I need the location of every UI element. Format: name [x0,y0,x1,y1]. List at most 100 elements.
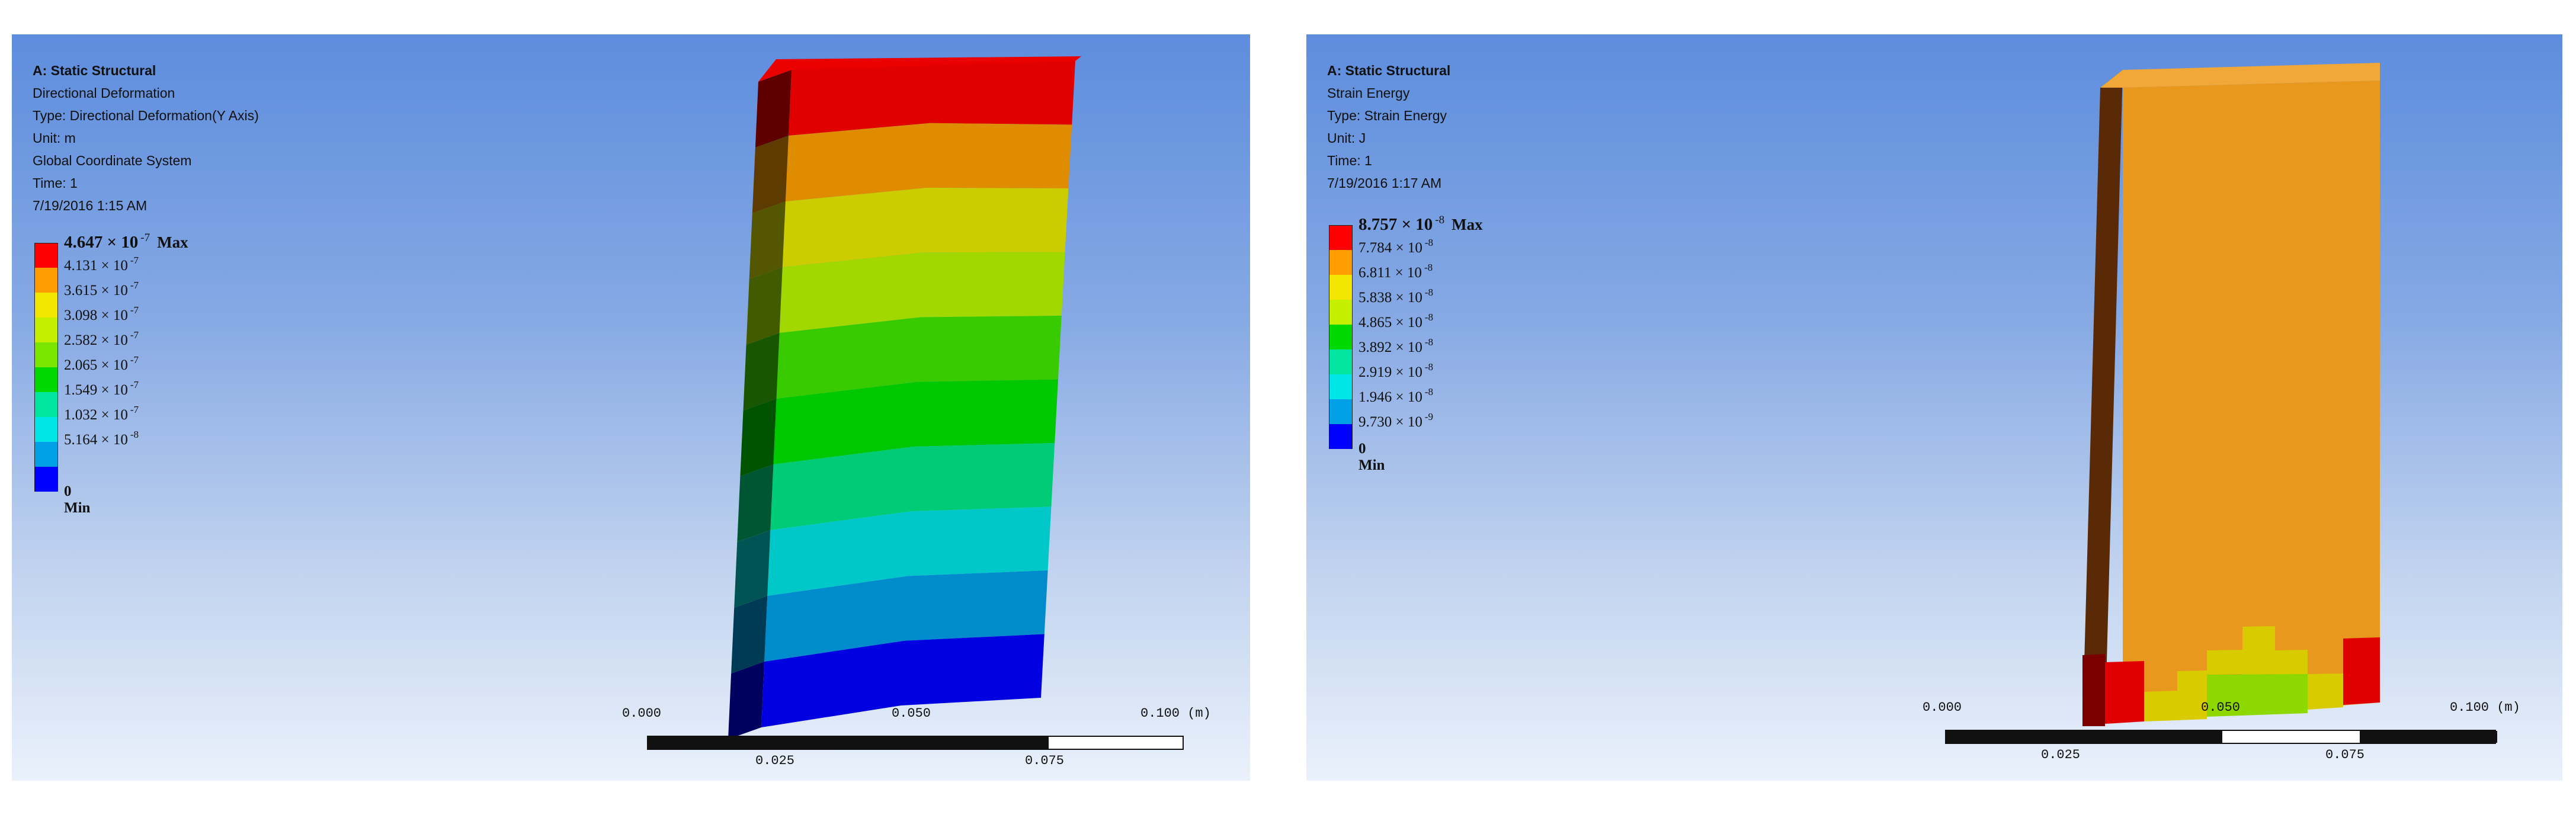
side-band [731,596,768,673]
graphics-viewport-deformation[interactable]: A: Static Structural Directional Deforma… [12,34,1250,781]
contour-band [776,316,1062,399]
legend-max-label: Max [157,233,188,251]
legend-swatch [34,342,58,367]
scale-label-050: 0.050 [2201,700,2241,715]
result-type: Type: Strain Energy [1327,108,1447,123]
result-name: Strain Energy [1327,85,1410,101]
legend-value: 4.131 × 10 -7 [64,255,139,274]
scale-ruler: 0.000 0.050 0.100 (m) 0.025 0.075 [622,706,1211,771]
legend-swatch [1329,250,1353,275]
corner-cell [2082,654,2105,726]
legend-value: 2.919 × 10 -8 [1359,361,1434,380]
scale-bar [647,736,1184,750]
legend-max-label: Max [1452,216,1483,233]
strain-cell-yellow [2177,671,2207,720]
analysis-title: A: Static Structural [1327,63,1451,78]
contour-band [779,252,1065,333]
side-face [2082,70,2123,726]
legend-swatch [1329,349,1353,374]
legend-value: 5.838 × 10 -8 [1359,287,1434,306]
scale-label-025: 0.025 [755,753,795,768]
side-band [728,662,765,739]
contour-band [782,188,1069,267]
result-type: Type: Directional Deformation(Y Axis) [33,108,259,123]
contour-band [761,634,1045,727]
scale-label-0: 0.000 [622,706,662,721]
scale-label-025: 0.025 [2041,748,2081,762]
side-band [734,530,771,608]
strain-cell-yellow [2308,673,2343,710]
legend-swatch [1329,300,1353,325]
scale-ruler: 0.000 0.050 0.100 (m) 0.025 0.075 [1923,700,2520,765]
result-unit: Unit: m [33,130,76,146]
side-band [749,201,786,279]
legend-swatch [1329,374,1353,399]
legend-value: 3.098 × 10 -7 [64,304,139,323]
legend-value: 1.946 × 10 -8 [1359,386,1434,405]
legend-swatch [34,417,58,442]
strain-cell-red [2105,661,2144,724]
strain-cell-green [2207,674,2308,717]
strain-cell-yellow [2275,650,2308,675]
side-band [737,464,774,542]
legend-value: 3.892 × 10 -8 [1359,336,1434,355]
side-band [740,399,777,476]
legend-value: 1.549 × 10 -7 [64,379,139,398]
legend-swatch [34,467,58,492]
legend-value: 4.647 × 10 -7 Max [64,232,188,252]
scale-bar [1945,730,2497,744]
side-band [746,267,783,345]
legend-value: 1.032 × 10 -7 [64,404,139,423]
contour-band [770,443,1055,530]
strain-cell-yellow [2144,691,2177,721]
result-time: Time: 1 [1327,153,1372,168]
legend-value: 6.811 × 10 -8 [1359,262,1433,281]
legend-swatch [34,317,58,342]
legend-value: 3.615 × 10 -7 [64,280,139,299]
legend-value: 7.784 × 10 -8 [1359,237,1434,256]
legend-value: 4.865 × 10 -8 [1359,312,1434,331]
coordinate-system: Global Coordinate System [33,153,192,168]
result-time: Time: 1 [33,175,78,191]
strain-cell-red [2343,637,2380,705]
legend-swatch [34,268,58,293]
legend-value: 2.065 × 10 -7 [64,354,139,373]
front-face [2123,81,2380,723]
analysis-title: A: Static Structural [33,63,156,78]
result-info-block: A: Static Structural Directional Deforma… [33,59,259,217]
top-face [2100,63,2380,88]
result-name: Directional Deformation [33,85,175,101]
strain-cell-yellow [2207,650,2242,675]
contour-band [773,379,1058,464]
legend-swatch [34,392,58,417]
scale-label-100: 0.100 (m) [2450,700,2520,715]
legend-swatch [34,442,58,467]
scale-label-075: 0.075 [2325,748,2365,762]
scale-label-050: 0.050 [892,706,931,721]
legend-swatch [1329,424,1353,449]
contour-band [788,58,1075,136]
deformed-model[interactable] [12,34,1250,781]
top-face [758,56,1081,82]
strain-cell-yellow [2242,626,2275,675]
scale-label-0: 0.000 [1923,700,1962,715]
result-info-block: A: Static Structural Strain Energy Type:… [1327,59,1450,194]
result-unit: Unit: J [1327,130,1366,146]
legend-value: 9.730 × 10 -9 [1359,411,1434,430]
legend-swatch [34,293,58,317]
contour-band [764,570,1048,662]
result-timestamp: 7/19/2016 1:15 AM [33,198,148,213]
side-band [743,333,780,410]
legend-value: 8.757 × 10 -8 Max [1359,214,1483,234]
side-band [752,136,789,213]
result-timestamp: 7/19/2016 1:17 AM [1327,175,1442,191]
legend-swatch [1329,399,1353,424]
contour-band [767,506,1052,596]
legend-swatch [1329,225,1353,251]
side-band [755,70,792,147]
legend-swatch [34,367,58,392]
graphics-viewport-strain-energy[interactable]: A: Static Structural Strain Energy Type:… [1306,34,2562,781]
legend-min-label: 0 Min [1359,441,1385,473]
strain-energy-model[interactable] [1306,34,2562,781]
legend-value: 2.582 × 10 -7 [64,329,139,348]
